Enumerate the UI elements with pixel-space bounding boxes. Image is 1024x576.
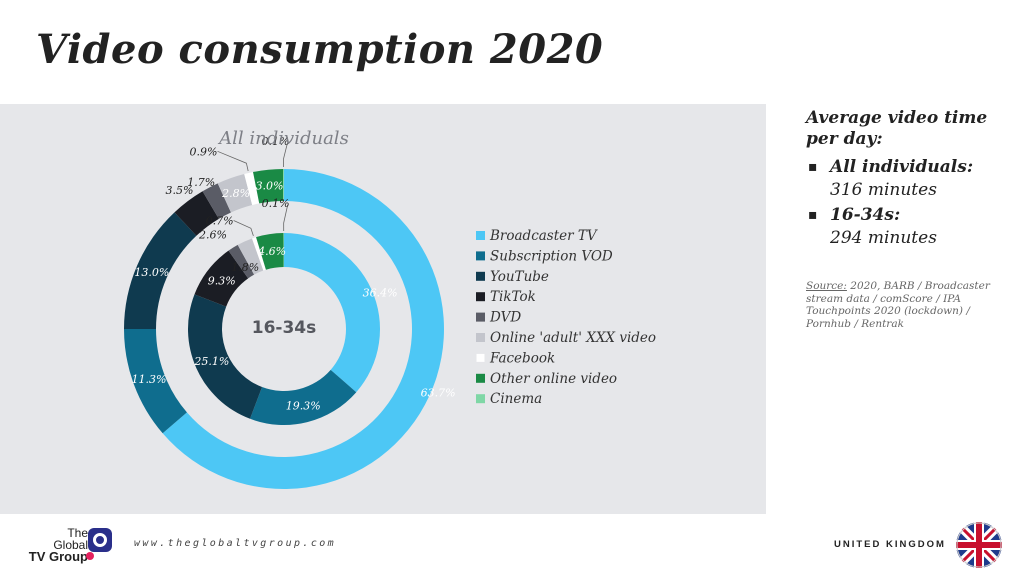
slice-all-youtube [124, 212, 197, 329]
average-time-value: 316 minutes [830, 180, 937, 200]
slice-16-34-online-adult-xxx-video [237, 238, 264, 275]
slice-16-34-dvd [228, 244, 255, 279]
average-time-item-16-34: ▪ 16-34s: 294 minutes [806, 204, 1016, 250]
data-label-all-facebook: 0.9% [190, 145, 218, 158]
slice-16-34-cinema [283, 233, 284, 268]
slice-all-dvd [202, 183, 231, 219]
legend-swatch-facebook [475, 352, 486, 363]
data-label-all-youtube: 13.0% [134, 266, 169, 279]
country-label: UNITED KINGDOM [834, 539, 946, 550]
data-label-16-34-tiktok: 9.3% [208, 274, 236, 287]
legend-swatch-subscription-vod [476, 251, 485, 261]
legend-swatch-cinema [476, 394, 485, 404]
data-label-16-34-subscription-vod: 19.3% [286, 400, 321, 413]
source-text: 2020, BARB / Broadcaster stream data / c… [806, 280, 990, 330]
leader-line-16-34-cinema [283, 204, 289, 232]
slice-all-cinema [282, 169, 284, 202]
outer-ring-title: All individuals [217, 128, 349, 149]
legend-label-tiktok: TikTok [490, 289, 536, 305]
data-label-all-online-adult-xxx-video: 2.8% [221, 187, 250, 200]
slice-16-34-youtube [188, 294, 263, 419]
data-label-all-other-online-video: 3.0% [256, 180, 284, 193]
page-title: Video consumption 2020 [36, 26, 604, 73]
data-label-16-34-other-online-video: 4.6% [257, 245, 286, 258]
slice-16-34-facebook [252, 237, 266, 271]
average-time-label: All individuals: [830, 157, 974, 177]
chart-slices [124, 169, 444, 490]
average-time-heading: Average video time per day: [806, 108, 988, 149]
legend-label-dvd: DVD [489, 310, 521, 326]
legend-label-facebook: Facebook [489, 350, 555, 366]
source-label: Source: [806, 280, 847, 292]
source-note: Source: 2020, BARB / Broadcaster stream … [806, 280, 996, 330]
slice-all-subscription-vod [124, 329, 187, 434]
data-label-16-34-cinema: 0.1% [262, 197, 290, 210]
leader-line-all-facebook [217, 150, 249, 172]
average-time-panel: Average video time per day: ▪ All indivi… [806, 108, 1016, 252]
legend-label-subscription-vod: Subscription VOD [490, 248, 613, 264]
chart-callouts [217, 142, 289, 237]
slice-all-online-adult-xxx-video [217, 174, 253, 213]
uk-flag-icon [956, 522, 1002, 568]
average-time-item-all: ▪ All individuals: 316 minutes [806, 156, 1016, 202]
legend-swatch-online-adult-xxx-video [476, 333, 485, 342]
legend-swatch-other-online-video [476, 373, 485, 383]
legend-label-broadcaster-tv: Broadcaster TV [489, 228, 598, 244]
legend-label-youtube: YouTube [490, 269, 549, 285]
data-label-16-34-online-adult-xxx-video: 2.6% [198, 229, 227, 242]
legend-swatch-tiktok [476, 292, 485, 302]
legend-swatch-dvd [476, 312, 485, 322]
average-time-list: ▪ All individuals: 316 minutes ▪ 16-34s:… [806, 156, 1016, 250]
logo-line-3: TV Group [28, 549, 88, 564]
logo-dot-icon [86, 552, 94, 560]
legend-label-online-adult-xxx-video: Online 'adult' XXX video [490, 330, 656, 346]
legend-label-other-online-video: Other online video [490, 371, 617, 387]
logo-tv-icon [88, 528, 112, 552]
bullet-icon: ▪ [808, 159, 818, 175]
data-label-all-subscription-vod: 11.3% [132, 373, 167, 386]
inner-ring-title: 16-34s [252, 318, 317, 338]
slice-16-34-subscription-vod [250, 369, 357, 425]
slice-all-broadcaster-tv [162, 169, 444, 490]
legend-swatch-broadcaster-tv [476, 231, 485, 240]
leader-line-16-34-facebook [233, 220, 254, 237]
donut-chart: 63.7% 11.3% 13.0% 3.5%1.7% 2.8% 0.9% 3.0% 0.1% 3… [124, 128, 656, 490]
data-label-16-34-dvd: 1.8% [231, 261, 259, 274]
slice-all-other-online-video [253, 169, 284, 204]
website-link[interactable]: www.theglobaltvgroup.com [134, 538, 337, 549]
slice-16-34-tiktok [194, 250, 249, 307]
data-label-all-broadcaster-tv: 63.7% [421, 386, 456, 399]
data-label-16-34-youtube: 25.1% [193, 355, 229, 368]
slice-all-tiktok [174, 191, 219, 236]
average-time-value: 294 minutes [830, 228, 937, 248]
data-label-16-34-facebook: 0.7% [206, 215, 234, 228]
bullet-icon: ▪ [808, 207, 818, 223]
slice-16-34-other-online-video [256, 233, 284, 270]
chart-legend: Broadcaster TV Subscription VOD YouTube Tik… [475, 228, 656, 407]
data-label-16-34-broadcaster-tv: 36.4% [363, 287, 398, 300]
logo-line-1: The [67, 526, 88, 540]
data-label-all-cinema: 0.1% [261, 135, 289, 148]
leader-line-all-cinema [283, 142, 288, 168]
chart-labels: 63.7% 11.3% 13.0% 3.5%1.7% 2.8% 0.9% 3.0% 0.1% 3… [132, 135, 456, 413]
average-time-label: 16-34s: [830, 205, 901, 225]
legend-label-cinema: Cinema [490, 391, 542, 407]
global-tv-group-logo: The Global TV Group [24, 527, 88, 563]
data-label-all-tiktok: 3.5% [166, 184, 194, 197]
slice-all-facebook [244, 172, 260, 206]
logo-line-2: Global [53, 538, 88, 552]
legend-swatch-youtube [476, 271, 485, 281]
slice-16-34-broadcaster-tv [284, 233, 381, 393]
data-label-all-dvd: 1.7% [187, 176, 215, 189]
